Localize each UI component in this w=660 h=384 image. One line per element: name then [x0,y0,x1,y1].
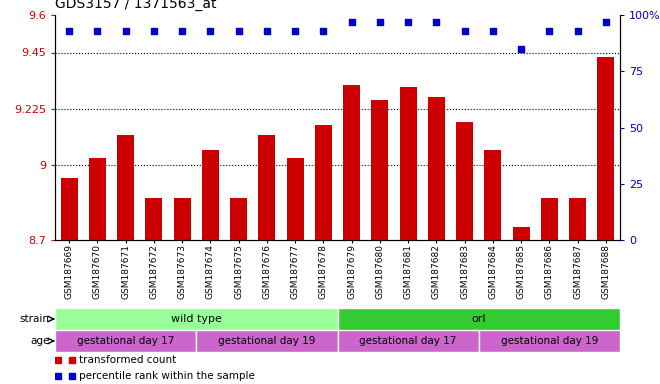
Text: gestational day 17: gestational day 17 [360,336,457,346]
Point [177,28,187,34]
Bar [428,98,445,240]
Bar [597,58,614,240]
Point [120,28,131,34]
Text: gestational day 17: gestational day 17 [77,336,174,346]
Point [601,19,611,25]
Point [148,28,159,34]
Bar [230,197,247,240]
Point [431,19,442,25]
Text: wild type: wild type [171,314,222,324]
Bar [174,197,191,240]
Text: gestational day 19: gestational day 19 [218,336,315,346]
Point [572,28,583,34]
Text: percentile rank within the sample: percentile rank within the sample [79,371,255,381]
Bar [484,150,502,240]
Bar [513,227,529,240]
Point [64,28,75,34]
Point [346,19,357,25]
Point [403,19,413,25]
Bar [478,331,620,352]
Point [234,28,244,34]
Bar [569,197,586,240]
Point [488,28,498,34]
Bar [196,331,337,352]
Bar [337,308,620,329]
Bar [456,122,473,240]
Bar [372,100,388,240]
Bar [202,150,219,240]
Point [516,46,527,52]
Text: strain: strain [20,314,50,324]
Point [92,28,103,34]
Point [261,28,272,34]
Bar [343,85,360,240]
Bar [145,197,162,240]
Bar [400,88,416,240]
Point [459,28,470,34]
Point [318,28,329,34]
Text: gestational day 19: gestational day 19 [501,336,598,346]
Point [375,19,385,25]
Bar [286,157,304,240]
Point [205,28,216,34]
Bar [315,125,332,240]
Point [290,28,300,34]
Point [544,28,554,34]
Bar [55,308,337,329]
Bar [337,331,478,352]
Text: age: age [30,336,50,346]
Bar [55,331,196,352]
Bar [117,135,134,240]
Bar [61,177,78,240]
Bar [541,197,558,240]
Text: orl: orl [471,314,486,324]
Text: GDS3157 / 1371563_at: GDS3157 / 1371563_at [55,0,216,11]
Text: transformed count: transformed count [79,355,176,365]
Bar [89,157,106,240]
Bar [259,135,275,240]
